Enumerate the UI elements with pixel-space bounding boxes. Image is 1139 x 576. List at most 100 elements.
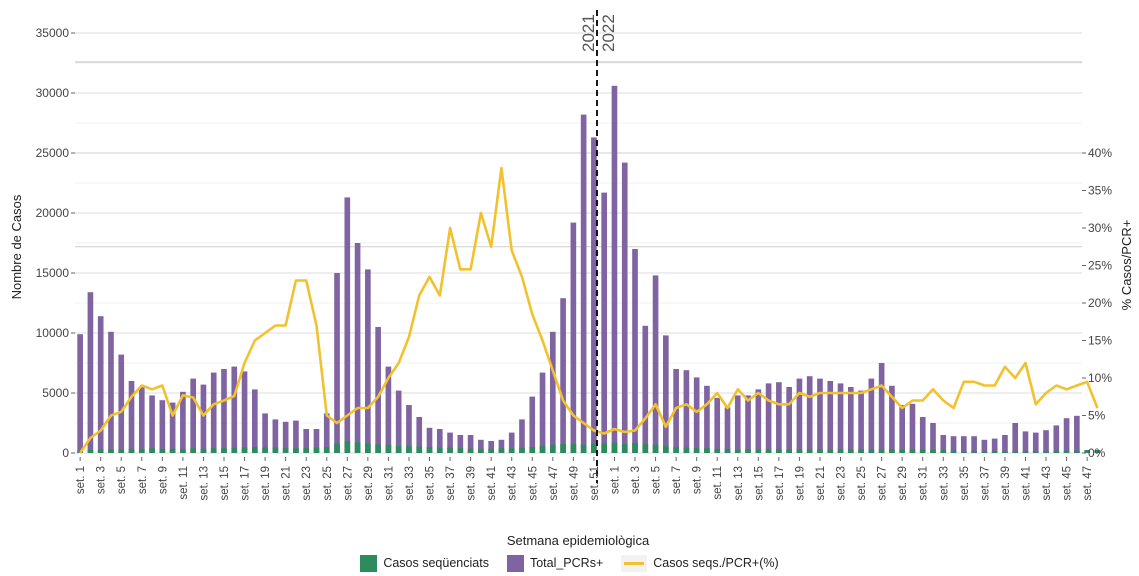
bar-sequenced xyxy=(560,444,566,453)
bar-total-pcr xyxy=(1033,433,1039,453)
bar-sequenced xyxy=(622,444,628,453)
bar-sequenced xyxy=(581,445,587,453)
bar-total-pcr xyxy=(129,381,135,453)
bar-total-pcr xyxy=(1043,430,1049,453)
bar-sequenced xyxy=(601,443,607,453)
bar-total-pcr xyxy=(293,421,299,453)
bar-total-pcr xyxy=(252,389,258,453)
bar-sequenced xyxy=(879,449,885,453)
bar-total-pcr xyxy=(1053,425,1059,453)
bar-sequenced xyxy=(684,448,690,453)
y2-tick-label: 20% xyxy=(1088,296,1112,310)
bar-total-pcr xyxy=(355,243,361,453)
x-tick-label: set. 45 xyxy=(527,466,539,501)
year-label-2022: 2022 xyxy=(599,14,618,52)
bar-sequenced xyxy=(910,449,916,453)
x-tick-label: set. 47 xyxy=(1082,466,1094,501)
bar-sequenced xyxy=(817,449,823,453)
bar-sequenced xyxy=(314,448,320,453)
bar-sequenced xyxy=(1053,451,1059,453)
bar-sequenced xyxy=(334,443,340,453)
x-tick-label: set. 7 xyxy=(671,466,683,494)
bar-sequenced xyxy=(714,449,720,453)
legend-swatch-sequenced xyxy=(360,555,377,572)
bar-sequenced xyxy=(612,443,618,453)
bar-total-pcr xyxy=(1012,423,1018,453)
bar-total-pcr xyxy=(1074,416,1080,453)
y-tick-label: 5000 xyxy=(42,386,69,400)
bar-sequenced xyxy=(437,448,443,453)
bar-sequenced xyxy=(139,449,145,453)
bar-sequenced xyxy=(940,450,946,453)
bar-sequenced xyxy=(509,448,515,453)
bar-sequenced xyxy=(1074,451,1080,453)
bar-total-pcr xyxy=(725,407,731,453)
bar-total-pcr xyxy=(581,115,587,453)
legend-label-sequenced: Casos seqüenciats xyxy=(383,556,489,570)
bar-sequenced xyxy=(653,445,659,453)
bar-sequenced xyxy=(283,448,289,453)
bar-total-pcr xyxy=(982,440,988,453)
bar-total-pcr xyxy=(190,379,196,453)
bar-sequenced xyxy=(776,449,782,453)
bar-sequenced xyxy=(499,448,505,453)
y-axis-title: Nombre de Casos xyxy=(9,194,24,299)
bar-sequenced xyxy=(242,448,248,453)
bar-sequenced xyxy=(468,449,474,453)
bar-total-pcr xyxy=(817,379,823,453)
x-tick-label: set. 29 xyxy=(363,466,375,501)
bar-sequenced xyxy=(1012,451,1018,453)
x-tick-label: set. 19 xyxy=(794,466,806,501)
x-tick-label: set. 33 xyxy=(938,466,950,501)
bar-total-pcr xyxy=(1064,418,1070,453)
bar-sequenced xyxy=(982,451,988,453)
bar-total-pcr xyxy=(201,385,207,453)
bar-sequenced xyxy=(386,445,392,453)
bar-sequenced xyxy=(838,449,844,453)
bar-sequenced xyxy=(160,449,166,453)
bar-sequenced xyxy=(396,446,402,453)
bar-sequenced xyxy=(797,449,803,453)
x-tick-label: set. 43 xyxy=(507,466,519,501)
bar-total-pcr xyxy=(242,371,248,453)
bar-total-pcr xyxy=(971,436,977,453)
y-tick-label: 20000 xyxy=(36,206,70,220)
bar-sequenced xyxy=(540,446,546,453)
bar-sequenced xyxy=(88,450,94,453)
bar-total-pcr xyxy=(540,373,546,453)
bar-sequenced xyxy=(571,444,577,453)
legend: Casos seqüenciats Total_PCRs+ Casos seqs… xyxy=(0,552,1139,574)
bar-sequenced xyxy=(519,448,525,453)
x-tick-label: set. 43 xyxy=(1041,466,1053,501)
x-tick-label: set. 13 xyxy=(198,466,210,501)
bar-sequenced xyxy=(458,448,464,453)
bar-sequenced xyxy=(807,449,813,453)
x-tick-label: set. 41 xyxy=(486,466,498,501)
bar-sequenced xyxy=(930,449,936,453)
bar-sequenced xyxy=(488,449,494,453)
y2-tick-label: 0% xyxy=(1088,446,1106,460)
bar-total-pcr xyxy=(211,373,217,453)
bar-sequenced xyxy=(869,449,875,453)
bar-total-pcr xyxy=(766,383,772,453)
bar-total-pcr xyxy=(1002,435,1008,453)
bar-total-pcr xyxy=(704,386,710,453)
bar-total-pcr xyxy=(920,417,926,453)
bar-total-pcr xyxy=(745,395,751,453)
legend-swatch-percentage xyxy=(621,555,647,572)
bar-total-pcr xyxy=(653,275,659,453)
bar-sequenced xyxy=(211,448,217,453)
bar-sequenced xyxy=(827,449,833,453)
bar-sequenced xyxy=(920,449,926,453)
bar-sequenced xyxy=(231,448,237,453)
y2-tick-label: 5% xyxy=(1088,409,1106,423)
bar-sequenced xyxy=(1002,451,1008,453)
x-tick-label: set. 17 xyxy=(240,466,252,501)
x-tick-label: set. 11 xyxy=(178,466,190,500)
bar-sequenced xyxy=(704,448,710,453)
bar-sequenced xyxy=(642,444,648,453)
x-tick-label: set. 39 xyxy=(466,466,478,501)
bar-sequenced xyxy=(899,449,905,453)
bar-sequenced xyxy=(252,447,258,453)
x-tick-label: set. 19 xyxy=(260,466,272,501)
